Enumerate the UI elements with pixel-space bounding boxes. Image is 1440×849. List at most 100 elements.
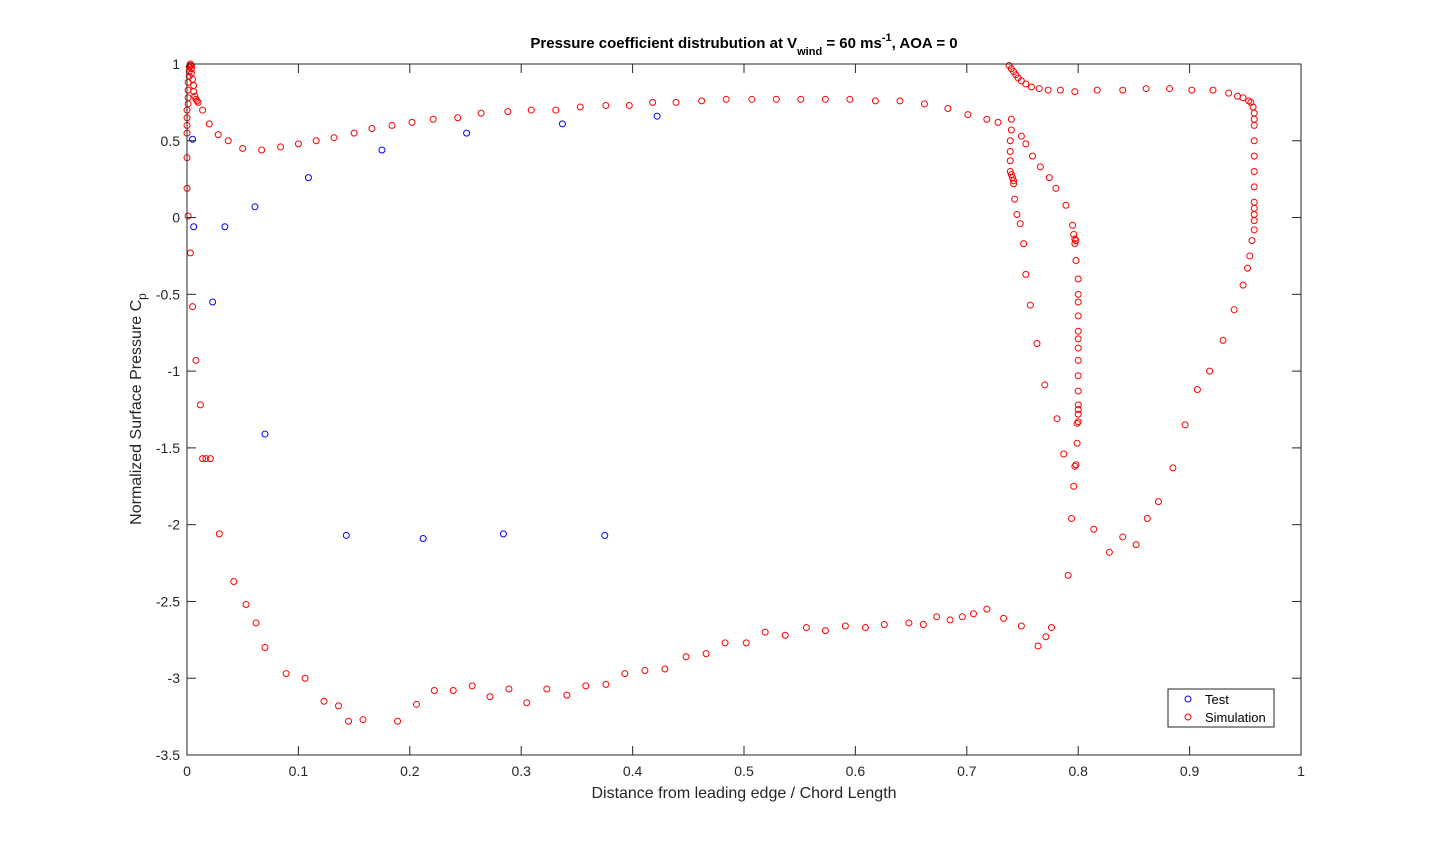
simulation-point-133 bbox=[761, 628, 769, 636]
simulation-point-103 bbox=[1219, 336, 1227, 344]
simulation-point-189 bbox=[1026, 301, 1034, 309]
simulation-point-206 bbox=[1074, 356, 1082, 364]
simulation-point-191 bbox=[1041, 381, 1049, 389]
simulation-point-52 bbox=[797, 95, 805, 103]
simulation-point-53 bbox=[821, 95, 829, 103]
legend-label-simulation: Simulation bbox=[1205, 710, 1266, 725]
simulation-point-105 bbox=[1193, 386, 1201, 394]
y-axis-label-main: Normalized Surface Pressure C bbox=[128, 300, 145, 525]
simulation-point-74 bbox=[1093, 86, 1101, 94]
y-tick-label-1: 0.5 bbox=[161, 133, 181, 149]
simulation-point-149 bbox=[449, 687, 457, 695]
simulation-point-71 bbox=[1044, 86, 1052, 94]
simulation-point-222 bbox=[1045, 174, 1053, 182]
simulation-point-182 bbox=[1010, 177, 1018, 185]
simulation-point-50 bbox=[748, 95, 756, 103]
simulation-point-142 bbox=[582, 682, 590, 690]
simulation-point-168 bbox=[192, 356, 200, 364]
simulation-point-188 bbox=[1022, 270, 1030, 278]
simulation-point-55 bbox=[871, 97, 879, 105]
simulation-point-106 bbox=[1181, 421, 1189, 429]
simulation-point-79 bbox=[1209, 86, 1217, 94]
simulation-point-98 bbox=[1248, 237, 1256, 245]
simulation-point-118 bbox=[1017, 622, 1025, 630]
simulation-point-18 bbox=[190, 88, 198, 96]
test-point-4 bbox=[251, 203, 259, 211]
simulation-point-153 bbox=[359, 716, 367, 724]
simulation-point-56 bbox=[896, 97, 904, 105]
y-tick-label-9: -3.5 bbox=[156, 747, 180, 763]
test-point-8 bbox=[378, 146, 386, 154]
x-tick-label-2: 0.2 bbox=[400, 763, 420, 779]
test-point-6 bbox=[304, 174, 312, 182]
simulation-point-221 bbox=[1052, 184, 1060, 192]
simulation-point-90 bbox=[1250, 152, 1258, 160]
simulation-point-216 bbox=[1071, 240, 1079, 248]
simulation-point-22 bbox=[194, 98, 202, 106]
simulation-point-212 bbox=[1074, 290, 1082, 298]
simulation-point-29 bbox=[277, 143, 285, 151]
simulation-point-23 bbox=[199, 106, 207, 114]
simulation-point-107 bbox=[1169, 464, 1177, 472]
simulation-point-200 bbox=[1074, 418, 1082, 426]
simulation-point-161 bbox=[242, 601, 250, 609]
simulation-point-45 bbox=[625, 101, 633, 109]
test-point-0 bbox=[189, 135, 197, 143]
y-tick-label-0: 1 bbox=[172, 56, 180, 72]
simulation-point-176 bbox=[1006, 137, 1014, 145]
simulation-point-165 bbox=[202, 455, 210, 463]
simulation-point-190 bbox=[1033, 339, 1041, 347]
ticks-layer: 0 0.1 0.2 0.3 0.4 0.5 0.6 0.7 0.8 0.9 1 1 0.5 0 -0.5 -1… bbox=[156, 56, 1305, 779]
test-point-10 bbox=[463, 129, 471, 137]
simulation-point-220 bbox=[1062, 201, 1070, 209]
x-tick-label-7: 0.7 bbox=[957, 763, 977, 779]
simulation-point-166 bbox=[199, 455, 207, 463]
simulation-point-167 bbox=[196, 401, 204, 409]
simulation-point-215 bbox=[1072, 237, 1080, 245]
simulation-point-116 bbox=[1042, 633, 1050, 641]
simulation-point-207 bbox=[1074, 344, 1082, 352]
simulation-point-141 bbox=[602, 680, 610, 688]
simulation-point-136 bbox=[702, 650, 710, 658]
simulation-point-198 bbox=[1073, 439, 1081, 447]
y-tick-label-2: 0 bbox=[172, 210, 180, 226]
simulation-point-128 bbox=[861, 624, 869, 632]
simulation-point-223 bbox=[1036, 163, 1044, 171]
simulation-point-115 bbox=[1047, 624, 1055, 632]
simulation-point-31 bbox=[312, 137, 320, 145]
x-tick-label-5: 0.5 bbox=[734, 763, 754, 779]
simulation-point-97 bbox=[1250, 226, 1258, 234]
simulation-point-39 bbox=[477, 109, 485, 117]
simulation-point-72 bbox=[1056, 86, 1064, 94]
simulation-point-70 bbox=[1035, 85, 1043, 93]
simulation-point-109 bbox=[1143, 515, 1151, 523]
simulation-point-125 bbox=[919, 620, 927, 628]
y-tick-label-4: -1 bbox=[168, 363, 181, 379]
simulation-point-43 bbox=[576, 103, 584, 111]
simulation-point-132 bbox=[781, 631, 789, 639]
y-tick-label-6: -2 bbox=[168, 517, 181, 533]
test-point-9 bbox=[419, 534, 427, 542]
simulation-point-25 bbox=[214, 131, 222, 139]
simulation-point-187 bbox=[1020, 240, 1028, 248]
simulation-point-177 bbox=[1006, 148, 1014, 156]
simulation-point-75 bbox=[1119, 86, 1127, 94]
test-point-2 bbox=[221, 223, 229, 231]
simulation-point-130 bbox=[821, 627, 829, 635]
simulation-point-61 bbox=[994, 118, 1002, 126]
simulation-point-73 bbox=[1071, 88, 1079, 96]
simulation-point-37 bbox=[429, 115, 437, 123]
simulation-point-46 bbox=[649, 98, 657, 106]
simulation-point-117 bbox=[1034, 642, 1042, 650]
simulation-point-201 bbox=[1074, 410, 1082, 418]
y-tick-label-5: -1.5 bbox=[156, 440, 180, 456]
simulation-point-92 bbox=[1250, 183, 1258, 191]
simulation-point-112 bbox=[1105, 548, 1113, 556]
simulation-point-144 bbox=[543, 685, 551, 693]
simulation-point-148 bbox=[468, 682, 476, 690]
simulation-point-89 bbox=[1250, 137, 1258, 145]
simulation-point-194 bbox=[1068, 515, 1076, 523]
simulation-point-164 bbox=[206, 455, 214, 463]
simulation-point-204 bbox=[1074, 387, 1082, 395]
